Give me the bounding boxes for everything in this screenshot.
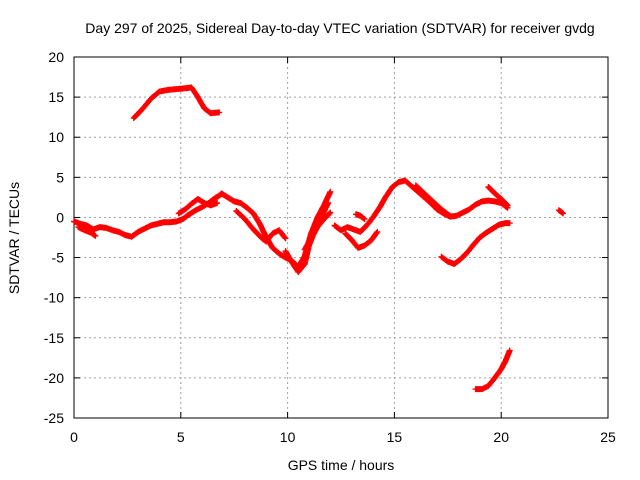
y-tick-label: 0 — [56, 209, 64, 225]
data-point-markers — [472, 347, 513, 393]
data-segment — [233, 208, 289, 245]
y-tick-label: -15 — [44, 330, 64, 346]
y-tick-label: 15 — [48, 89, 64, 105]
data-segment — [472, 347, 513, 393]
data-segment — [282, 200, 332, 275]
data-point-markers — [301, 209, 334, 253]
y-tick-label: 5 — [56, 169, 64, 185]
y-tick-label: 10 — [48, 129, 64, 145]
plot-area-border — [73, 56, 609, 419]
y-tick-label: -10 — [44, 290, 64, 306]
x-tick-label: 5 — [177, 429, 185, 445]
data-point-markers — [555, 207, 567, 217]
data-point-markers — [233, 208, 289, 245]
x-tick-label: 20 — [493, 429, 509, 445]
data-segment — [353, 211, 368, 222]
x-tick-label: 0 — [70, 429, 78, 445]
data-segment — [130, 84, 223, 121]
data-segment — [438, 220, 513, 267]
data-segment — [412, 182, 453, 219]
data-segment — [175, 196, 221, 217]
data-segment — [342, 228, 381, 251]
x-tick-label: 25 — [600, 429, 616, 445]
data-segment — [301, 209, 334, 253]
x-tick-label: 10 — [280, 429, 296, 445]
data-segment — [485, 184, 511, 209]
y-axis-label: SDTVAR / TECUs — [6, 182, 22, 294]
data-point-markers — [438, 220, 513, 267]
data-segment — [331, 177, 511, 235]
chart-title: Day 297 of 2025, Sidereal Day-to-day VTE… — [85, 20, 594, 36]
x-axis-label: GPS time / hours — [288, 457, 395, 473]
y-tick-label: -20 — [44, 370, 64, 386]
axis-ticks: 0 5 10 15 20 25 20 15 10 5 0 -5 -10 -15 -20 -25 — [44, 49, 616, 445]
data-segment — [75, 224, 99, 239]
grid — [74, 57, 608, 418]
data-point-markers — [353, 211, 368, 222]
data-point-markers — [130, 84, 223, 121]
data-point-markers — [412, 182, 453, 219]
data-point-markers — [485, 184, 511, 209]
data-point-markers — [75, 224, 99, 239]
data-point-markers — [331, 177, 511, 235]
data-point-markers — [282, 200, 332, 275]
x-tick-label: 15 — [387, 429, 403, 445]
y-tick-label: 20 — [48, 49, 64, 65]
data-points — [71, 84, 567, 393]
data-segment — [555, 207, 567, 217]
y-tick-label: -5 — [52, 250, 65, 266]
data-point-markers — [342, 228, 381, 251]
y-tick-label: -25 — [44, 410, 64, 426]
data-point-markers — [175, 196, 221, 217]
